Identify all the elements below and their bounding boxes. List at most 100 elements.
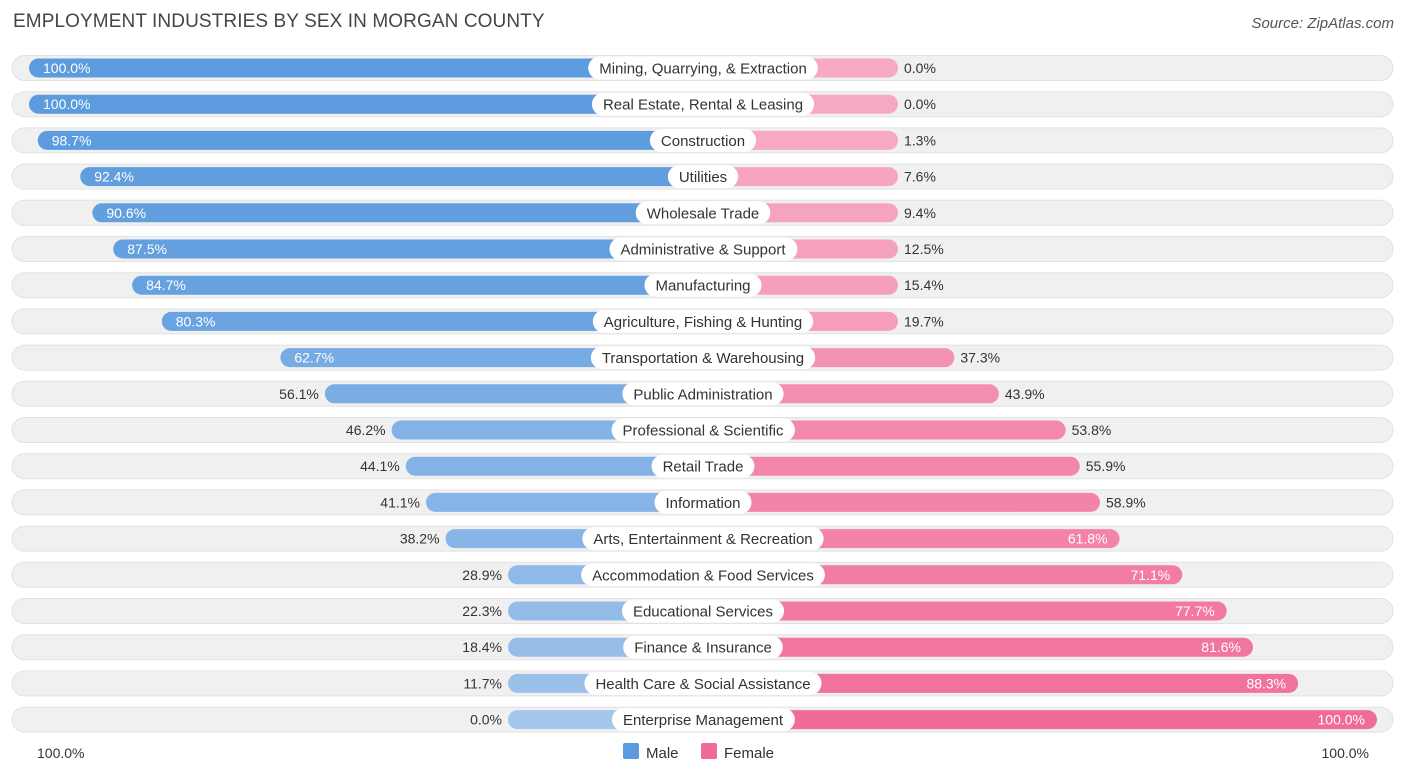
chart-row: Mining, Quarrying, & Extraction 100.0% 0.0…: [11, 55, 1394, 81]
female-value-label: 19.7%: [904, 313, 944, 329]
category-label: Arts, Entertainment & Recreation: [593, 531, 812, 548]
male-value-label: 11.7%: [463, 675, 502, 691]
female-bar: [703, 637, 1253, 657]
male-value-label: 18.4%: [462, 639, 502, 655]
male-value-label: 87.5%: [127, 241, 167, 257]
chart-row: Information 41.1% 58.9%: [11, 489, 1394, 516]
chart-row: Administrative & Support 87.5% 12.5%: [11, 236, 1394, 262]
male-bar: [80, 167, 703, 187]
category-label-pill: [651, 454, 755, 478]
male-value-label: 100.0%: [43, 60, 90, 76]
source-credit: Source: ZipAtlas.com: [1251, 15, 1394, 32]
female-bar: [703, 167, 898, 187]
category-label-pill: [591, 92, 815, 116]
male-value-label: 46.2%: [346, 422, 386, 438]
category-label-pill: [592, 309, 814, 333]
chart-row: Arts, Entertainment & Recreation 38.2% 61.…: [11, 525, 1394, 552]
female-value-label: 0.0%: [904, 96, 936, 112]
chart-row: Agriculture, Fishing & Hunting 80.3% 19.7%: [11, 308, 1394, 335]
male-value-label: 56.1%: [279, 386, 319, 402]
category-label-pill: [654, 490, 752, 514]
chart-row: Health Care & Social Assistance 11.7% 88.3…: [11, 670, 1394, 697]
male-value-label: 98.7%: [52, 132, 92, 148]
female-value-label: 0.0%: [904, 60, 936, 76]
category-label-pill: [609, 237, 798, 261]
male-value-label: 62.7%: [294, 350, 334, 366]
female-bar: [703, 492, 1100, 512]
male-bar: [37, 130, 703, 150]
chart-row: Construction 98.7% 1.3%: [11, 127, 1394, 154]
category-label: Real Estate, Rental & Leasing: [603, 97, 803, 114]
female-value-label: 12.5%: [904, 241, 944, 257]
female-value-label: 55.9%: [1086, 458, 1126, 474]
male-value-label: 22.3%: [462, 603, 502, 619]
chart-row: Enterprise Management 0.0% 100.0%: [11, 706, 1394, 733]
category-label-pill: [623, 635, 783, 659]
chart-row: Utilities 92.4% 7.6%: [11, 163, 1394, 190]
category-label: Utilities: [679, 169, 727, 186]
category-label: Construction: [661, 133, 745, 150]
chart-row: Accommodation & Food Services 28.9% 71.1%: [11, 561, 1394, 588]
category-label-pill: [667, 165, 739, 189]
category-label-pill: [581, 563, 825, 587]
male-bar: [161, 311, 703, 331]
category-label: Manufacturing: [655, 278, 750, 295]
female-value-label: 1.3%: [904, 132, 936, 148]
female-value-label: 100.0%: [1318, 712, 1365, 728]
female-value-label: 53.8%: [1072, 422, 1112, 438]
female-bar: [703, 673, 1299, 693]
chart-row: Real Estate, Rental & Leasing 100.0% 0.0%: [11, 91, 1394, 118]
chart-row: Finance & Insurance 18.4% 81.6%: [11, 634, 1394, 661]
category-label-pill: [588, 56, 818, 80]
category-label: Agriculture, Fishing & Hunting: [604, 314, 802, 331]
male-bar: [425, 492, 703, 512]
category-label-pill: [611, 418, 795, 442]
category-label: Finance & Insurance: [634, 640, 772, 657]
category-label: Information: [665, 495, 740, 512]
category-label-pill: [584, 671, 822, 695]
chart-row: Public Administration 56.1% 43.9%: [11, 380, 1394, 407]
legend-female-swatch: [701, 743, 717, 759]
male-bar: [29, 58, 703, 78]
male-bar: [132, 275, 703, 295]
chart-row: Retail Trade 44.1% 55.9%: [11, 453, 1394, 480]
chart-title: EMPLOYMENT INDUSTRIES BY SEX IN MORGAN C…: [13, 11, 545, 32]
legend-female-label: Female: [724, 745, 774, 762]
male-value-label: 100.0%: [43, 96, 90, 112]
female-value-label: 9.4%: [904, 205, 936, 221]
male-bar: [92, 203, 703, 223]
category-label-pill: [611, 708, 795, 732]
category-label: Public Administration: [633, 386, 772, 403]
category-label: Wholesale Trade: [647, 205, 760, 222]
male-bar: [405, 456, 703, 476]
male-value-label: 92.4%: [94, 169, 134, 185]
female-value-label: 7.6%: [904, 169, 936, 185]
category-label: Professional & Scientific: [623, 423, 784, 440]
category-label-pill: [635, 201, 771, 225]
female-bar: [703, 710, 1377, 730]
category-label-pill: [590, 346, 816, 370]
legend-male-label: Male: [646, 745, 679, 762]
male-bar: [324, 384, 703, 404]
chart-row: Professional & Scientific 46.2% 53.8%: [11, 417, 1394, 443]
category-label: Retail Trade: [663, 459, 744, 476]
category-label: Administrative & Support: [620, 242, 786, 259]
category-label: Enterprise Management: [623, 712, 784, 729]
male-value-label: 80.3%: [176, 313, 216, 329]
female-value-label: 77.7%: [1175, 603, 1215, 619]
category-label-pill: [649, 128, 757, 152]
category-label-pill: [644, 273, 762, 297]
chart-rows: Mining, Quarrying, & Extraction 100.0% 0.0…: [11, 55, 1394, 733]
male-value-label: 84.7%: [146, 277, 186, 293]
male-value-label: 44.1%: [360, 458, 400, 474]
male-value-label: 41.1%: [380, 494, 420, 510]
female-value-label: 43.9%: [1005, 386, 1045, 402]
female-value-label: 15.4%: [904, 277, 944, 293]
category-label-pill: [582, 527, 824, 551]
male-value-label: 90.6%: [106, 205, 146, 221]
category-label: Accommodation & Food Services: [592, 567, 814, 584]
chart-row: Educational Services 22.3% 77.7%: [11, 598, 1394, 624]
x-axis: 100.0% 100.0%: [37, 745, 1369, 761]
male-value-label: 28.9%: [462, 567, 502, 583]
female-value-label: 71.1%: [1131, 567, 1171, 583]
